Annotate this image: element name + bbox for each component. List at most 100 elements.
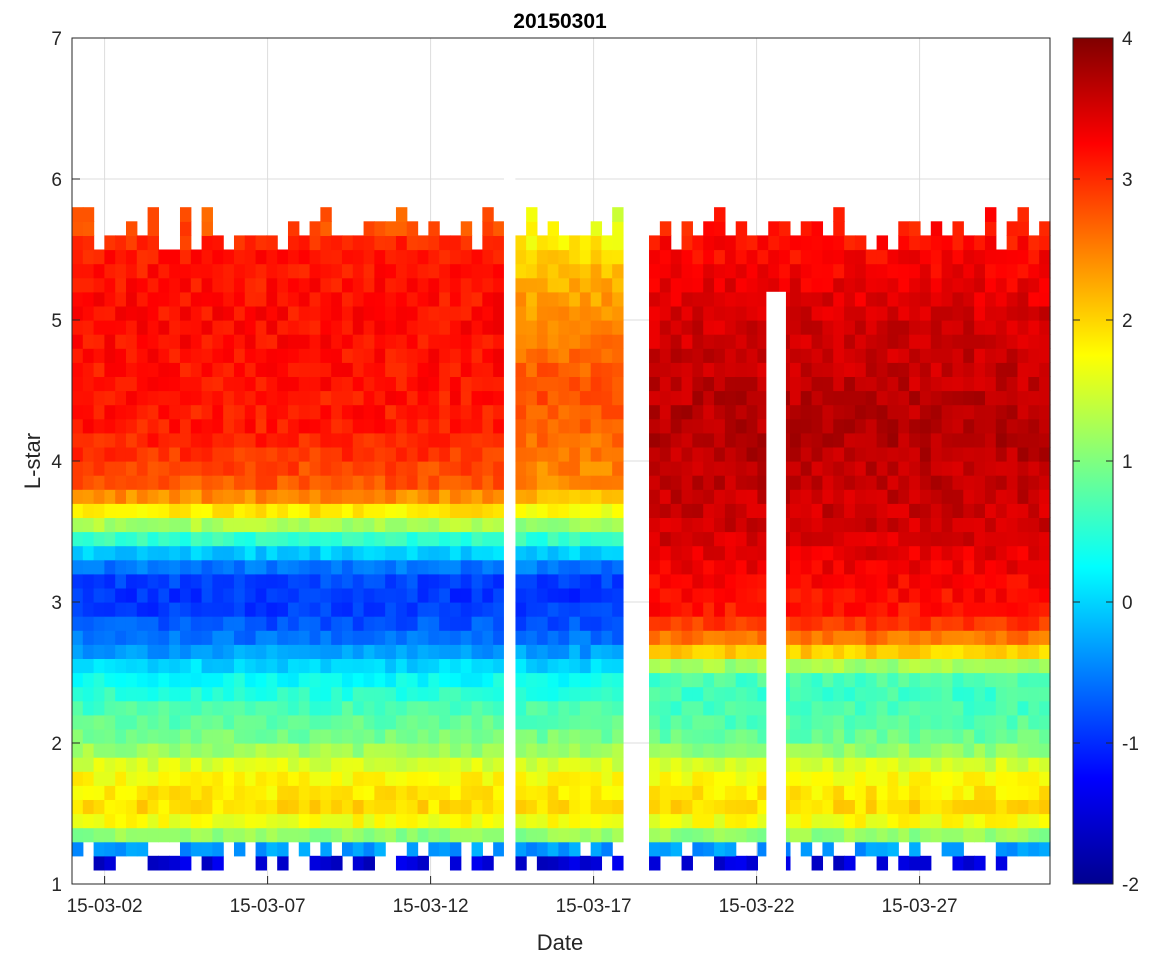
heatmap-cell [1017,362,1029,377]
heatmap-cell [493,475,505,490]
heatmap-cell [789,503,802,518]
heatmap-cell [876,700,889,716]
heatmap-cell [822,503,834,518]
heatmap-cell [190,432,203,448]
heatmap-cell [190,785,203,800]
heatmap-cell [811,418,824,434]
heatmap-cell [515,291,527,307]
heatmap-cell [865,559,878,575]
heatmap-cell [833,291,845,307]
heatmap-cell [526,249,538,265]
heatmap-cell [277,291,289,307]
heatmap-cell [974,320,986,335]
heatmap-cell [887,404,899,420]
heatmap-cell [757,376,769,392]
heatmap-cell [298,489,311,504]
heatmap-cell [963,813,975,829]
heatmap-cell [460,235,473,251]
heatmap-cell [169,559,181,575]
heatmap-cell [169,390,181,406]
heatmap-cell [212,418,224,434]
heatmap-cell [385,799,397,815]
heatmap-cell [287,348,300,363]
heatmap-cell [244,587,257,603]
heatmap-cell [233,475,246,490]
heatmap-cell [1006,461,1019,476]
heatmap-cell [844,489,856,504]
heatmap-cell [547,503,559,518]
heatmap-cell [995,418,1008,434]
heatmap-cell [125,376,138,392]
heatmap-cell [526,700,538,716]
heatmap-cell [800,475,813,490]
heatmap-cell [158,672,170,688]
heatmap-cell [428,461,440,476]
heatmap-cell [72,700,84,716]
heatmap-cell [590,418,603,434]
heatmap-cell [844,475,856,490]
heatmap-cell [789,334,802,349]
heatmap-cell [244,446,257,462]
heatmap-cell [266,235,278,251]
heatmap-cell [287,658,300,674]
heatmap-cell [612,235,624,251]
heatmap-cell [681,362,693,377]
heatmap-cell [298,630,311,645]
heatmap-cell [374,827,386,843]
heatmap-cell [277,362,289,377]
heatmap-cell [309,728,321,744]
heatmap-cell [190,587,203,603]
heatmap-cell [374,461,386,476]
heatmap-cell [363,757,375,772]
heatmap-cell [984,545,997,561]
heatmap-cell [190,291,203,307]
heatmap-cell [331,771,343,786]
heatmap-cell [244,291,257,307]
heatmap-cell [601,235,613,251]
heatmap-cell [746,531,758,547]
heatmap-cell [536,728,549,744]
heatmap-cell [547,799,559,815]
heatmap-cell [536,714,549,730]
heatmap-cell [811,517,824,533]
heatmap-cell [536,602,549,617]
heatmap-cell [309,320,321,335]
heatmap-cell [115,573,127,589]
heatmap-cell [703,432,715,448]
heatmap-cell [266,714,278,730]
heatmap-cell [984,348,997,363]
heatmap-cell [735,813,748,829]
heatmap-cell [158,771,170,786]
heatmap-cell [995,390,1008,406]
heatmap-cell [963,432,975,448]
heatmap-cell [833,658,845,674]
heatmap-cell [93,545,105,561]
heatmap-cell [136,362,149,377]
heatmap-cell [789,573,802,589]
heatmap-cell [854,376,867,392]
heatmap-cell [341,714,354,730]
heatmap-cell [659,320,672,335]
heatmap-cell [909,446,921,462]
heatmap-cell [547,348,559,363]
heatmap-cell [887,616,899,631]
heatmap-cell [449,291,462,307]
heatmap-cell [266,517,278,533]
heatmap-cell [255,672,267,688]
heatmap-cell [822,728,834,744]
heatmap-cell [482,404,494,420]
heatmap-cell [385,320,397,335]
heatmap-cell [612,799,624,815]
heatmap-cell [482,728,494,744]
heatmap-cell [659,785,672,800]
heatmap-cell [590,587,603,603]
heatmap-cell [104,771,116,786]
heatmap-cell [515,503,527,518]
heatmap-cell [244,277,257,293]
heatmap-cell [439,771,451,786]
heatmap-cell [952,743,964,758]
heatmap-cell [844,686,856,702]
heatmap-cell [439,559,451,575]
heatmap-cell [82,475,95,490]
heatmap-cell [515,446,527,462]
